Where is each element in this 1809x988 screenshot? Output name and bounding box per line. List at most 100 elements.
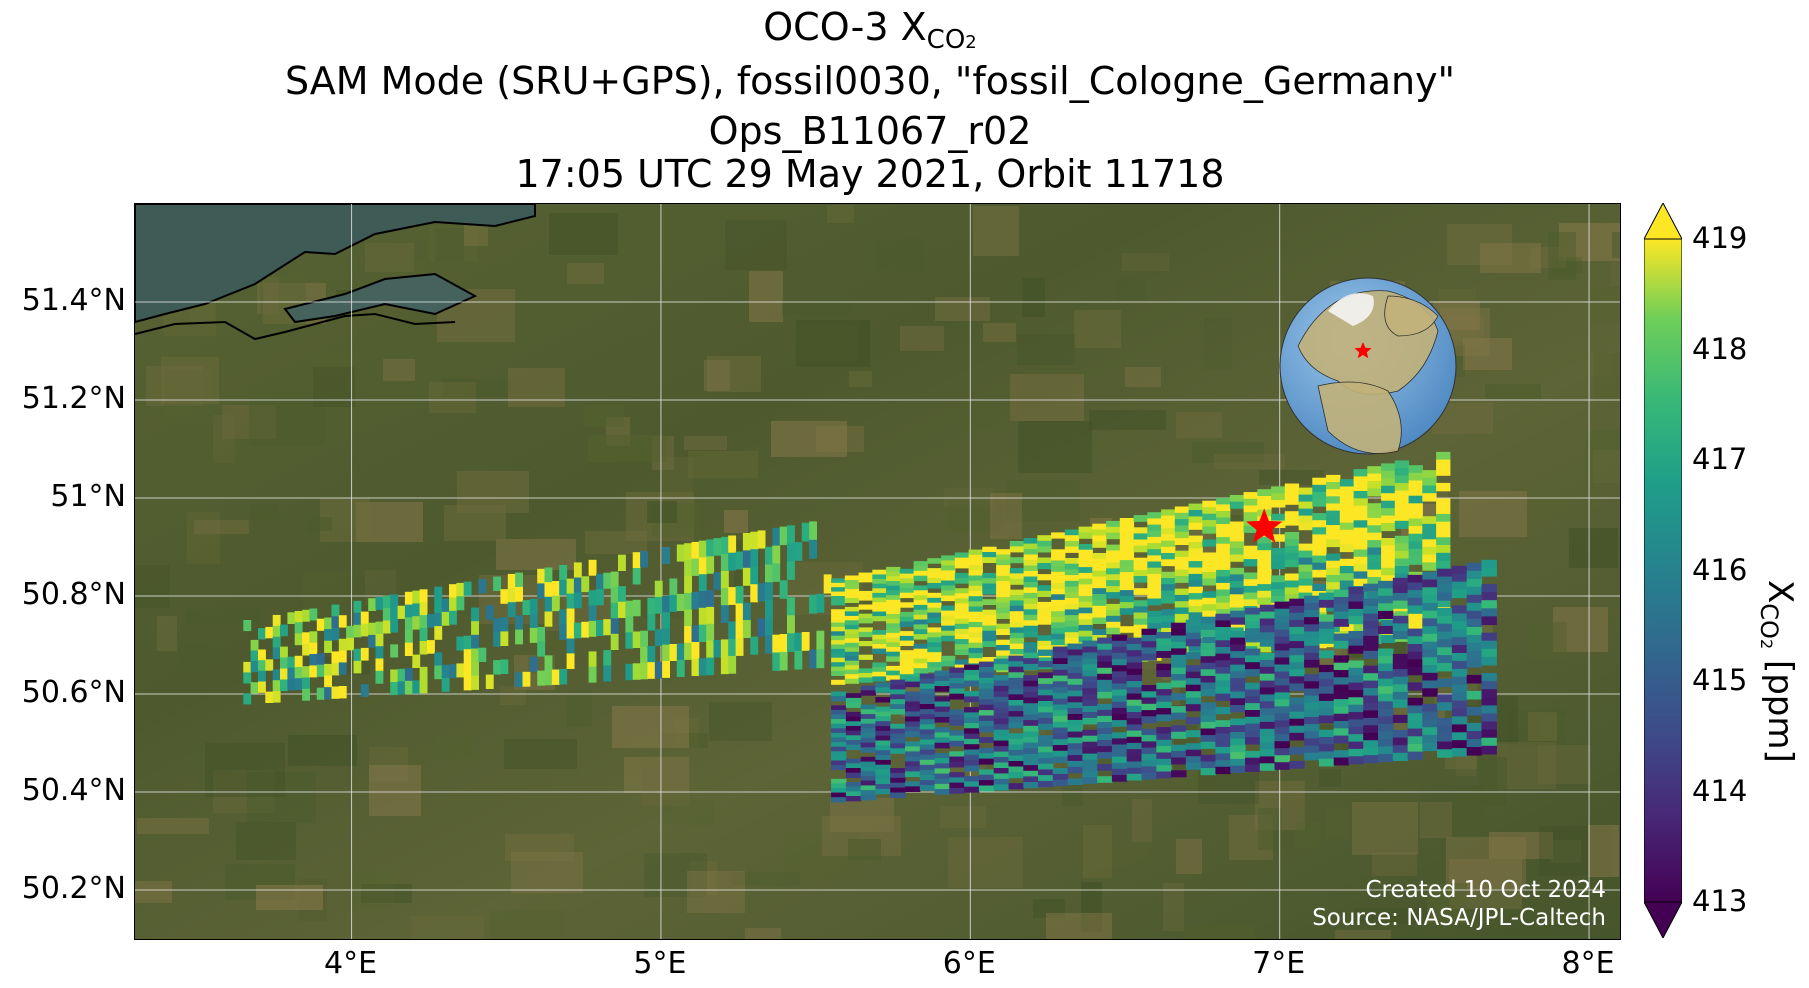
map-panel[interactable]: Created 10 Oct 2024 Source: NASA/JPL-Cal… — [134, 203, 1621, 940]
xco2-pixel — [1023, 565, 1038, 572]
xco2-pixel — [368, 634, 377, 648]
xco2-pixel — [1274, 636, 1290, 645]
xco2-pixel — [772, 652, 781, 671]
xco2-pixel — [1348, 712, 1364, 721]
xco2-pixel — [860, 733, 877, 739]
xco2-pixel — [1466, 690, 1483, 700]
xco2-pixel — [272, 614, 281, 627]
xco2-pixel — [250, 639, 259, 652]
xco2-pixel — [1023, 765, 1039, 772]
xco2-pixel — [1230, 745, 1246, 753]
xco2-pixel — [964, 696, 980, 703]
xco2-pixel — [1363, 621, 1379, 630]
xco2-pixel — [964, 754, 980, 761]
texture-patch — [830, 798, 894, 832]
xco2-pixel — [844, 588, 860, 594]
xco2-pixel — [757, 530, 766, 549]
xco2-pixel — [899, 650, 915, 656]
xco2-pixel — [1171, 706, 1187, 714]
xco2-pixel — [1111, 775, 1128, 782]
xco2-pixel — [1185, 678, 1202, 686]
xco2-pixel — [1200, 629, 1216, 637]
xco2-pixel — [1312, 527, 1327, 535]
xco2-pixel — [1106, 592, 1121, 599]
xco2-pixel — [1188, 522, 1203, 530]
xco2-pixel — [1052, 675, 1069, 682]
xco2-pixel — [1038, 649, 1054, 656]
xco2-pixel — [1111, 720, 1128, 727]
xco2-pixel — [1023, 776, 1039, 783]
xco2-pixel — [964, 707, 980, 713]
xco2-pixel — [1243, 572, 1258, 580]
xco2-pixel — [603, 665, 612, 682]
xco2-pixel — [1481, 689, 1497, 698]
xco2-pixel — [845, 693, 862, 699]
xco2-pixel — [845, 740, 862, 746]
xco2-pixel — [845, 772, 862, 778]
xco2-pixel — [860, 742, 877, 748]
xco2-pixel — [1185, 756, 1202, 764]
xco2-pixel — [1052, 739, 1069, 746]
xco2-pixel — [831, 662, 846, 668]
globe-target-star — [1354, 342, 1372, 359]
xco2-pixel — [1333, 640, 1350, 649]
chart-title: OCO-3 XCO2 — [763, 5, 977, 55]
xco2-pixel — [1274, 748, 1290, 756]
xco2-pixel — [1339, 500, 1355, 509]
xco2-pixel — [1023, 603, 1038, 610]
xco2-pixel — [1436, 521, 1451, 531]
xco2-pixel — [1092, 558, 1107, 566]
xco2-pixel — [1229, 534, 1245, 542]
xco2-pixel — [993, 680, 1010, 687]
xco2-pixel — [996, 639, 1011, 646]
chart-subtitle-time: 17:05 UTC 29 May 2021, Orbit 11718 — [515, 152, 1225, 196]
xco2-pixel — [1230, 678, 1246, 686]
xco2-pixel — [551, 595, 560, 612]
texture-patch — [1176, 412, 1222, 438]
texture-patch — [796, 320, 870, 367]
xco2-pixel — [1202, 552, 1217, 560]
xco2-pixel — [331, 663, 340, 676]
xco2-pixel — [1378, 671, 1394, 680]
xco2-pixel — [1038, 689, 1054, 696]
xco2-pixel — [1408, 465, 1423, 474]
xco2-pixel — [831, 635, 846, 641]
xco2-pixel — [1289, 746, 1305, 755]
xco2-pixel — [1133, 630, 1148, 638]
xco2-pixel — [1156, 651, 1172, 658]
xco2-pixel — [1126, 724, 1143, 732]
xco2-pixel — [905, 786, 921, 792]
xco2-pixel — [1156, 727, 1172, 734]
xco2-pixel — [1078, 544, 1093, 551]
xco2-pixel — [1174, 594, 1190, 602]
xco2-pixel — [1436, 552, 1451, 562]
xco2-pixel — [886, 628, 901, 634]
xco2-pixel — [1436, 599, 1451, 608]
xco2-pixel — [886, 670, 901, 676]
xco2-pixel — [1259, 756, 1276, 764]
xco2-pixel — [1257, 550, 1272, 558]
xco2-pixel — [993, 784, 1010, 791]
xco2-pixel — [1245, 621, 1261, 629]
xco2-pixel — [1067, 678, 1083, 686]
xco2-pixel — [964, 744, 980, 751]
xco2-pixel — [618, 586, 626, 603]
xco2-pixel — [647, 662, 656, 679]
xco2-pixel — [1216, 609, 1231, 617]
xco2-pixel — [1215, 653, 1231, 661]
xco2-pixel — [982, 583, 997, 590]
xco2-pixel — [1392, 752, 1409, 761]
texture-patch — [704, 360, 730, 391]
xco2-pixel — [1422, 626, 1438, 635]
xco2-pixel — [978, 715, 995, 722]
xco2-pixel — [1119, 566, 1135, 573]
xco2-pixel — [1037, 646, 1052, 653]
xco2-pixel — [1378, 580, 1394, 589]
texture-patch — [161, 357, 219, 404]
xco2-pixel — [1171, 661, 1187, 669]
xco2-pixel — [1133, 557, 1148, 565]
xco2-pixel — [779, 634, 788, 653]
texture-patch — [256, 885, 323, 910]
xco2-pixel — [1436, 498, 1451, 507]
xco2-pixel — [934, 768, 950, 775]
